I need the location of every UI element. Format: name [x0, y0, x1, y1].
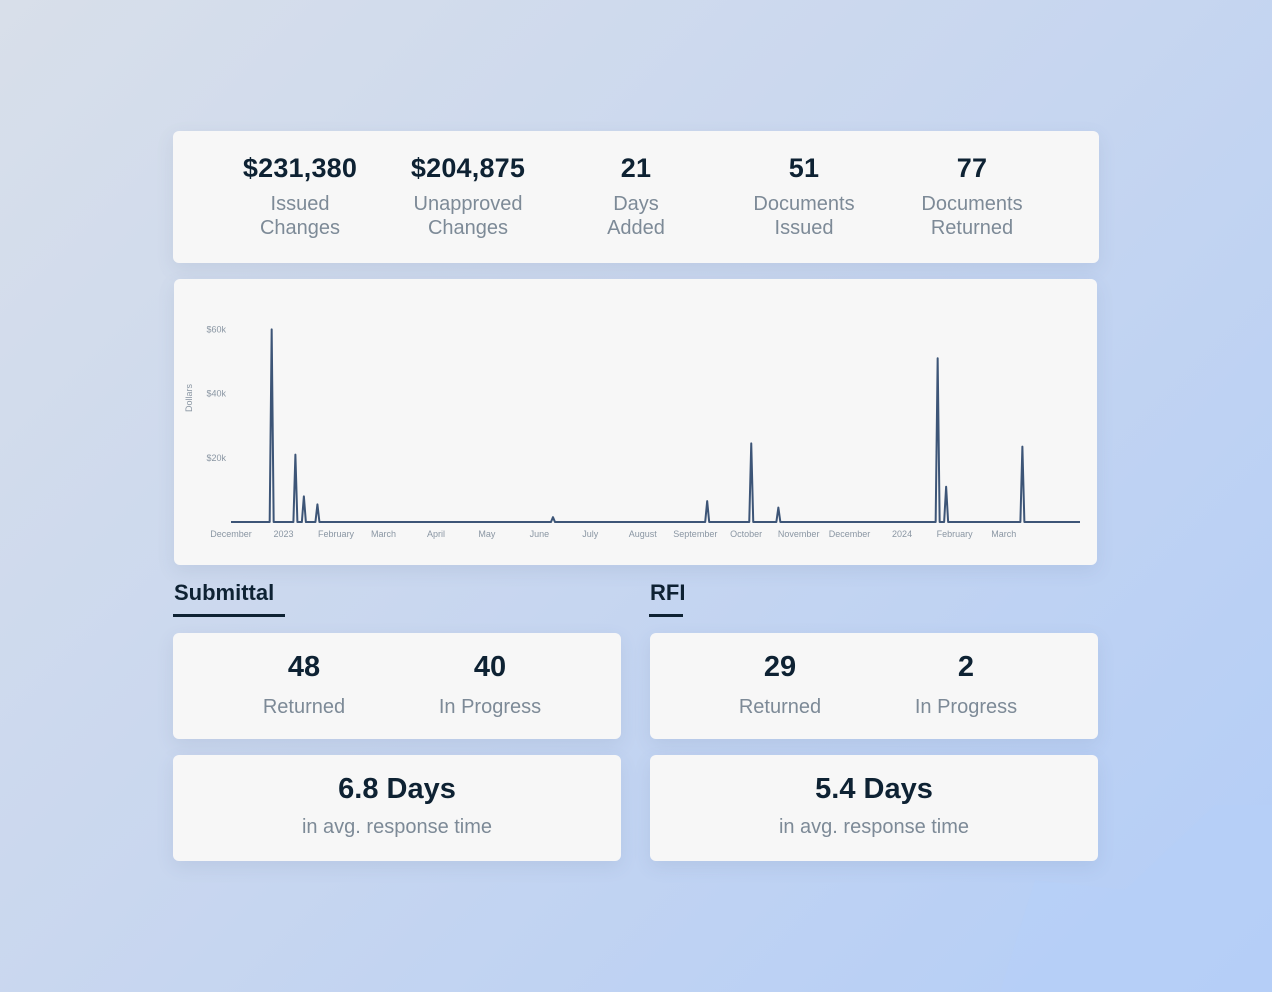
- x-tick-label: August: [629, 529, 658, 539]
- dollars-line-chart: Dollars $20k $40k $60k December 2023 February M…: [184, 324, 1080, 539]
- y-tick-label: $20k: [206, 453, 226, 463]
- kpi-label: Days Added: [607, 193, 665, 239]
- stat-value: 29: [763, 651, 797, 683]
- kpi-days-added: 21 Days Added: [556, 153, 716, 240]
- x-tick-label: July: [582, 529, 599, 539]
- kpi-documents-returned: 77 Documents Returned: [892, 153, 1052, 240]
- kpi-summary-card: $231,380 Issued Changes $204,875 Unappro…: [173, 131, 1099, 263]
- stat-value: 48: [287, 651, 321, 683]
- kpi-issued-changes: $231,380 Issued Changes: [220, 153, 380, 240]
- kpi-value: $204,875: [410, 153, 526, 183]
- response-label: in avg. response time: [778, 816, 970, 838]
- tab-rfi[interactable]: RFI: [650, 580, 686, 605]
- x-tick-label: March: [991, 529, 1016, 539]
- submittal-response-card: 6.8 Days in avg. response time: [173, 755, 621, 861]
- x-tick-label: April: [427, 529, 445, 539]
- response-value: 5.4 Days: [815, 773, 933, 805]
- stat-label: Returned: [738, 696, 822, 718]
- tab-submittal-underline: [173, 614, 285, 617]
- response-value: 6.8 Days: [338, 773, 456, 805]
- stat-label: In Progress: [438, 696, 542, 718]
- x-tick-label: December: [829, 529, 871, 539]
- response-label: in avg. response time: [301, 816, 493, 838]
- submittal-status-card: 48 Returned 40 In Progress: [173, 633, 621, 739]
- kpi-label: Documents Issued: [753, 193, 855, 239]
- x-tick-label: 2023: [274, 529, 294, 539]
- x-tick-label: May: [478, 529, 496, 539]
- x-tick-label: March: [371, 529, 396, 539]
- stat-label: Returned: [262, 696, 346, 718]
- kpi-value: 21: [620, 153, 652, 183]
- x-tick-label: February: [937, 529, 974, 539]
- x-tick-label: December: [210, 529, 252, 539]
- stat-label: In Progress: [914, 696, 1018, 718]
- kpi-value: 51: [788, 153, 820, 183]
- submittal-returned: 48 Returned: [214, 651, 394, 719]
- y-tick-label: $40k: [206, 389, 226, 399]
- rfi-returned: 29 Returned: [690, 651, 870, 719]
- kpi-label: Issued Changes: [259, 193, 341, 239]
- rfi-status-card: 29 Returned 2 In Progress: [650, 633, 1098, 739]
- series-line: [231, 328, 1080, 523]
- x-tick-label: 2024: [892, 529, 912, 539]
- tab-rfi-underline: [649, 614, 683, 617]
- x-tick-label: September: [673, 529, 717, 539]
- kpi-label: Documents Returned: [921, 193, 1023, 239]
- kpi-value: $231,380: [242, 153, 358, 183]
- x-tick-label: June: [530, 529, 550, 539]
- stat-value: 40: [473, 651, 507, 683]
- stat-value: 2: [957, 651, 975, 683]
- x-tick-label: February: [318, 529, 355, 539]
- x-tick-label: November: [778, 529, 820, 539]
- rfi-response-card: 5.4 Days in avg. response time: [650, 755, 1098, 861]
- y-tick-label: $60k: [206, 324, 226, 334]
- rfi-in-progress: 2 In Progress: [876, 651, 1056, 719]
- submittal-in-progress: 40 In Progress: [400, 651, 580, 719]
- x-tick-label: October: [730, 529, 762, 539]
- tab-submittal[interactable]: Submittal: [174, 580, 275, 605]
- dollars-chart-card: Dollars $20k $40k $60k December 2023 February M…: [174, 279, 1097, 565]
- kpi-documents-issued: 51 Documents Issued: [724, 153, 884, 240]
- kpi-unapproved-changes: $204,875 Unapproved Changes: [388, 153, 548, 240]
- y-axis-label: Dollars: [184, 384, 194, 413]
- kpi-value: 77: [956, 153, 988, 183]
- kpi-label: Unapproved Changes: [413, 193, 523, 239]
